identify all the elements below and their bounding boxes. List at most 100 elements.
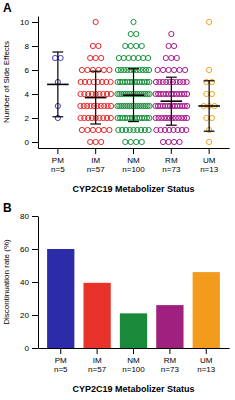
- y-tick: 0: [25, 138, 38, 147]
- point: [90, 67, 95, 72]
- point: [79, 67, 84, 72]
- y-tick: 10: [20, 18, 38, 27]
- x-tick-label: IMn=57: [87, 156, 106, 174]
- x-tick-mark: [209, 148, 210, 154]
- point: [134, 31, 139, 36]
- point: [146, 55, 151, 60]
- y-tick: 20: [20, 311, 38, 320]
- point: [108, 115, 113, 120]
- point: [166, 43, 171, 48]
- error-bar-cap: [128, 68, 139, 69]
- point: [182, 67, 187, 72]
- point: [209, 91, 214, 96]
- y-tick-label: 40: [20, 278, 29, 287]
- point: [88, 139, 93, 144]
- mean-line: [161, 100, 183, 102]
- x-tick-mark: [60, 348, 61, 354]
- error-bar: [47, 52, 69, 117]
- point: [163, 55, 168, 60]
- x-tick-mark: [97, 348, 98, 354]
- plot: 020406080PMn=5IMn=57NMn=100RMn=73UMn=13: [20, 212, 229, 374]
- x-tick-mark: [171, 148, 172, 154]
- point: [108, 91, 113, 96]
- error-bar-cap: [90, 123, 101, 124]
- x-axis-title: CYP2C19 Metabolizer Status: [72, 384, 194, 394]
- error-bar-cap: [90, 71, 101, 72]
- point: [177, 67, 182, 72]
- y-tick-mark: [32, 282, 38, 283]
- x-tick-label: RMn=73: [161, 356, 180, 374]
- point: [96, 43, 101, 48]
- x-tick-label: PMn=5: [54, 356, 68, 374]
- point: [209, 115, 214, 120]
- point: [93, 19, 98, 24]
- y-tick-mark: [32, 46, 38, 47]
- point: [108, 103, 113, 108]
- point: [155, 67, 160, 72]
- y-tick-label: 0: [25, 138, 30, 147]
- y-tick: 0: [25, 344, 38, 353]
- panel: B020406080PMn=5IMn=57NMn=100RMn=73UMn=13…: [2, 201, 230, 394]
- point: [53, 55, 58, 60]
- y-tick-mark: [32, 22, 38, 23]
- point: [128, 139, 133, 144]
- x-tick: IMn=57: [87, 148, 106, 174]
- x-tick: UMn=13: [200, 148, 219, 174]
- y-tick-label: 20: [20, 311, 29, 320]
- y-tick-label: 8: [25, 42, 30, 51]
- y-tick-label: 6: [25, 66, 30, 75]
- x-tick-mark: [133, 148, 134, 154]
- x-tick-mark: [206, 348, 207, 354]
- y-tick-mark: [32, 70, 38, 71]
- y-tick-mark: [32, 216, 38, 217]
- y-tick-label: 10: [20, 18, 29, 27]
- y-tick: 6: [25, 66, 38, 75]
- point: [184, 115, 189, 120]
- point: [90, 43, 95, 48]
- x-axis: PMn=5IMn=57NMn=100RMn=73UMn=13: [39, 148, 230, 174]
- mean-line: [85, 97, 107, 99]
- point: [123, 43, 128, 48]
- point: [128, 43, 133, 48]
- point: [131, 19, 136, 24]
- point: [101, 67, 106, 72]
- point: [96, 127, 101, 132]
- y-tick-label: 2: [25, 114, 30, 123]
- y-tick: 80: [20, 212, 38, 221]
- point: [146, 67, 151, 72]
- point: [123, 139, 128, 144]
- y-tick-mark: [32, 118, 38, 119]
- point: [160, 67, 165, 72]
- point: [108, 79, 113, 84]
- point: [160, 139, 165, 144]
- x-tick-mark: [57, 148, 58, 154]
- point: [93, 55, 98, 60]
- error-bar-cap: [204, 131, 215, 132]
- point: [171, 67, 176, 72]
- chart-root: A0246810PMn=5IMn=57NMn=100RMn=73UMn=13Nu…: [0, 0, 235, 400]
- point: [174, 55, 179, 60]
- error-bar-cap: [166, 125, 177, 126]
- panel-title: B: [3, 201, 12, 215]
- x-tick-mark: [169, 348, 170, 354]
- panel: A0246810PMn=5IMn=57NMn=100RMn=73UMn=13Nu…: [2, 1, 230, 194]
- x-tick: RMn=73: [161, 348, 180, 374]
- x-tick-label: RMn=73: [162, 156, 181, 174]
- x-tick-label: UMn=13: [200, 156, 219, 174]
- point: [207, 19, 212, 24]
- bar: [83, 283, 110, 348]
- x-tick: UMn=13: [197, 348, 216, 374]
- y-axis: 0 20 40 60 80: [20, 212, 38, 353]
- point: [58, 55, 63, 60]
- y-tick-label: 60: [20, 245, 29, 254]
- x-tick-mark: [95, 148, 96, 154]
- point: [107, 67, 112, 72]
- point: [101, 127, 106, 132]
- error-bar-cap: [52, 51, 63, 52]
- point: [107, 127, 112, 132]
- point: [88, 55, 93, 60]
- y-axis: 0246810: [20, 17, 38, 149]
- point: [204, 115, 209, 120]
- panel-title: A: [3, 1, 12, 15]
- y-tick-mark: [32, 249, 38, 250]
